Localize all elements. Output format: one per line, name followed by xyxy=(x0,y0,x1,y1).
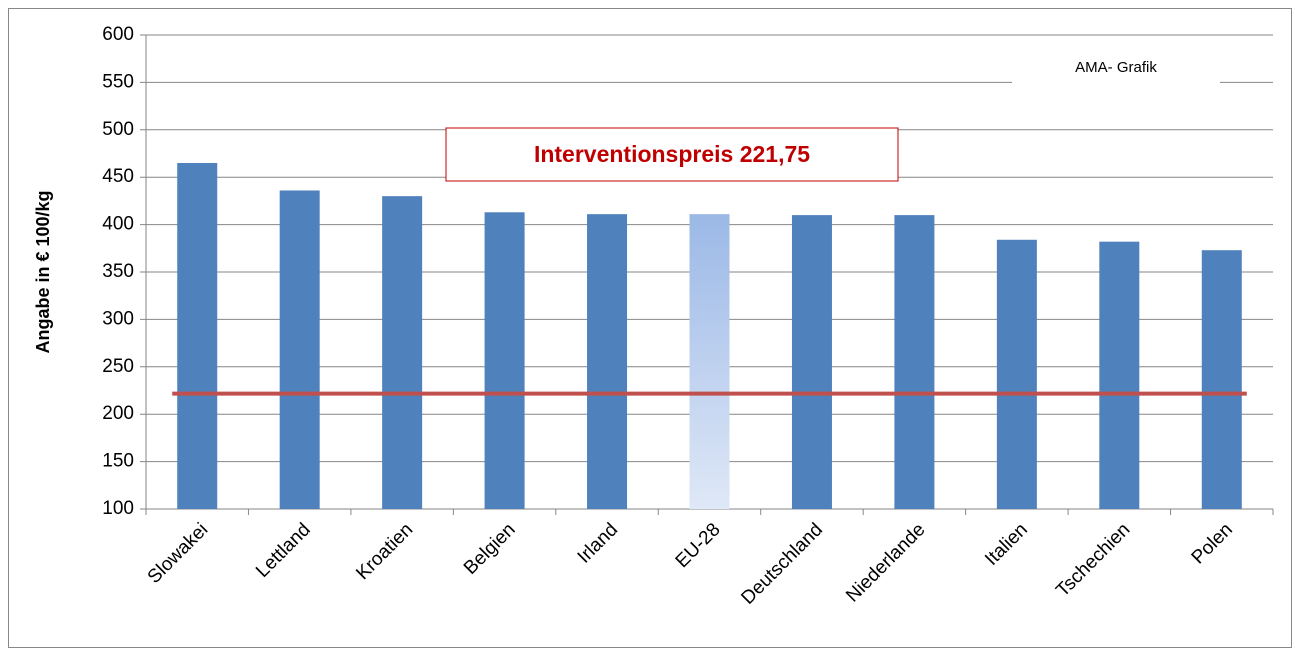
source-box xyxy=(1012,58,1220,98)
bar xyxy=(279,190,320,510)
bar xyxy=(996,239,1037,509)
y-tick-label: 150 xyxy=(102,451,134,472)
y-tick-label: 600 xyxy=(102,24,134,45)
y-tick-label: 250 xyxy=(102,356,134,377)
bar xyxy=(484,212,525,509)
y-tick-label: 200 xyxy=(102,403,134,424)
bar xyxy=(894,215,935,509)
bar xyxy=(1201,250,1242,510)
annotation-box xyxy=(445,127,899,182)
bar xyxy=(382,196,423,509)
y-tick-label: 350 xyxy=(102,261,134,282)
y-tick-label: 450 xyxy=(102,166,134,187)
bar xyxy=(689,214,730,509)
bar xyxy=(587,214,628,509)
annotation: Interventionspreis 221,75 xyxy=(534,141,810,167)
bar xyxy=(177,162,218,510)
bar xyxy=(1099,241,1140,509)
source-label: AMA- Grafik xyxy=(1075,59,1157,76)
y-tick-label: 550 xyxy=(102,71,134,92)
y-tick-label: 300 xyxy=(102,308,134,329)
y-tick-label: 100 xyxy=(102,498,134,519)
y-tick-label: 500 xyxy=(102,119,134,140)
y-axis-label: Angabe in € 100/kg xyxy=(33,190,53,353)
bar xyxy=(791,215,832,509)
y-tick-label: 400 xyxy=(102,214,134,235)
chart-border xyxy=(8,8,1292,648)
